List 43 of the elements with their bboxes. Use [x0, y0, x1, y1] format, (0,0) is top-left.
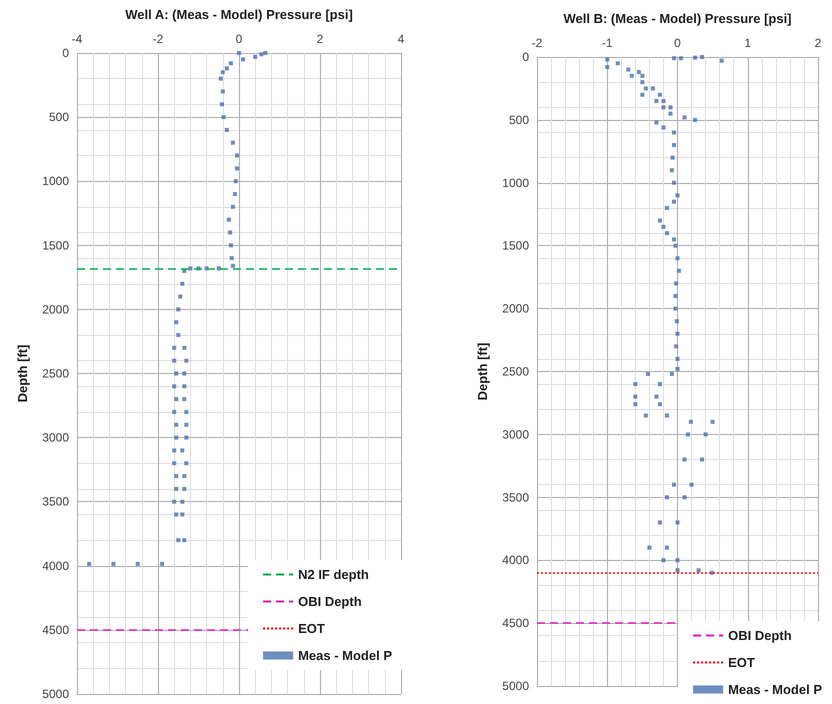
- y-tick-label: 500: [48, 110, 70, 124]
- y-tick-label: 1500: [42, 238, 70, 252]
- y-tick-label: 3500: [42, 494, 70, 509]
- y-tick-label: 2500: [502, 364, 530, 378]
- y-axis-title: Depth [ft]: [475, 342, 490, 400]
- x-tick-label: -2: [532, 36, 543, 50]
- y-tick-label: 0: [62, 46, 70, 60]
- legend-label: OBI Depth: [298, 594, 362, 609]
- x-tick-label: -1: [602, 36, 613, 50]
- legend-label: Meas - Model P: [728, 682, 822, 697]
- x-axis-title: Well B: (Meas - Model) Pressure [psi]: [563, 11, 792, 26]
- y-tick-label: 4000: [502, 553, 530, 568]
- y-tick-label: 4500: [502, 616, 530, 630]
- y-tick-label: 3000: [42, 430, 70, 445]
- y-tick-label: 5000: [42, 687, 70, 701]
- x-axis-title: Well A: (Meas - Model) Pressure [psi]: [125, 7, 353, 22]
- y-tick-label: 1000: [502, 176, 530, 190]
- legend-label: N2 IF depth: [298, 567, 369, 582]
- x-tick-label: 4: [398, 32, 405, 46]
- x-tick-label: -4: [72, 32, 83, 46]
- text: EOT: [298, 621, 325, 636]
- y-tick-label: 4000: [42, 558, 70, 573]
- y-tick-label: 2000: [42, 302, 70, 316]
- x-tick-label: 2: [316, 32, 324, 46]
- x-tick-label: 0: [236, 32, 243, 46]
- y-tick-label: 500: [508, 112, 530, 127]
- y-tick-label: 1500: [502, 238, 530, 253]
- y-tick-label: 3500: [502, 490, 530, 504]
- legend-label: EOT: [728, 655, 755, 670]
- legend-label: Meas - Model P: [298, 648, 392, 663]
- legend-label: OBI Depth: [728, 628, 792, 643]
- y-axis-title: Depth [ft]: [15, 344, 30, 402]
- x-tick-label: 2: [814, 36, 822, 50]
- x-tick-label: 1: [744, 36, 752, 50]
- x-tick-label: -2: [152, 32, 164, 46]
- y-tick-label: 2500: [42, 366, 70, 380]
- y-tick-label: 4500: [42, 622, 70, 637]
- x-tick-label: 0: [674, 36, 682, 50]
- y-tick-label: 0: [522, 50, 530, 64]
- y-tick-label: 5000: [502, 679, 530, 693]
- y-tick-label: 1000: [42, 174, 70, 188]
- y-tick-label: 3000: [502, 427, 530, 442]
- y-tick-label: 2000: [502, 302, 530, 316]
